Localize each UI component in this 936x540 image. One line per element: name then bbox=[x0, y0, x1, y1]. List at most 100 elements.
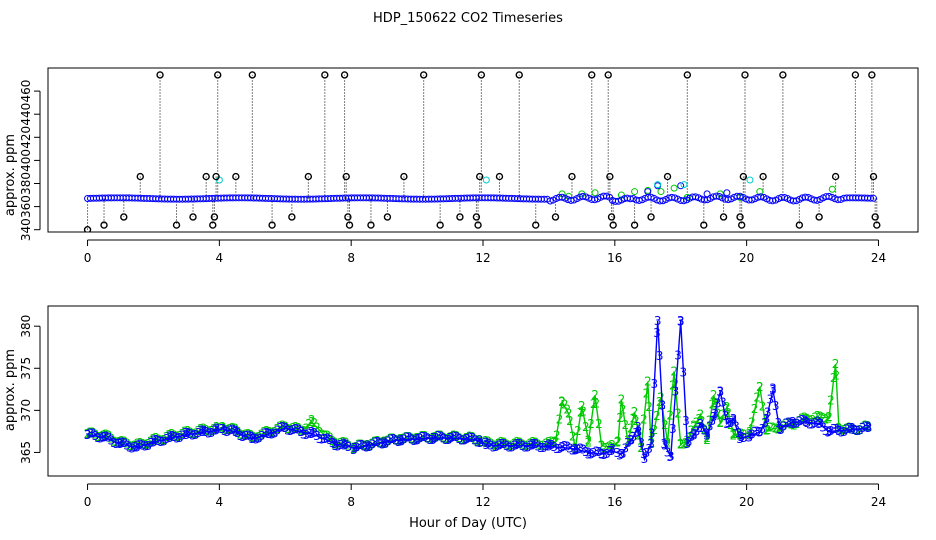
series-marker-3: 3 bbox=[371, 435, 379, 449]
series-marker-3: 3 bbox=[524, 440, 532, 454]
series-marker-2: 2 bbox=[219, 420, 227, 434]
series-marker-2: 2 bbox=[608, 440, 616, 454]
series-marker-2: 2 bbox=[637, 441, 645, 455]
series-marker-3: 3 bbox=[374, 435, 382, 449]
spike-point bbox=[759, 172, 767, 181]
series-marker-3: 3 bbox=[437, 429, 445, 443]
series-marker-2: 2 bbox=[297, 424, 305, 438]
series-marker-3: 3 bbox=[571, 442, 579, 456]
series-marker-3: 3 bbox=[814, 415, 822, 429]
series-marker-2: 2 bbox=[519, 437, 527, 451]
series-marker-3: 3 bbox=[463, 432, 471, 446]
series-marker-2: 2 bbox=[582, 420, 590, 434]
series-marker-3: 3 bbox=[226, 424, 234, 438]
series-marker-3: 3 bbox=[789, 415, 797, 429]
series-marker-2: 2 bbox=[150, 432, 158, 446]
series-marker-3: 3 bbox=[387, 432, 395, 446]
series-marker-2: 2 bbox=[585, 434, 593, 448]
spike-point bbox=[609, 221, 617, 229]
series-marker-3: 3 bbox=[426, 433, 434, 447]
series-marker-3: 3 bbox=[782, 417, 790, 431]
cyan-point bbox=[482, 176, 490, 184]
series-marker-3: 3 bbox=[748, 428, 756, 442]
blue-point bbox=[591, 196, 599, 204]
series-marker-2: 2 bbox=[136, 436, 144, 450]
spike-point bbox=[868, 71, 876, 79]
series-marker-3: 3 bbox=[672, 384, 680, 398]
series-marker-3: 3 bbox=[100, 430, 108, 444]
series-marker-2: 2 bbox=[152, 431, 160, 445]
series-marker-2: 2 bbox=[809, 413, 817, 427]
series-marker-2: 2 bbox=[789, 417, 797, 431]
series-marker-2: 2 bbox=[321, 429, 329, 443]
series-marker-3: 3 bbox=[527, 438, 535, 452]
series-marker-2: 2 bbox=[782, 417, 790, 431]
series-marker-2: 2 bbox=[732, 427, 740, 441]
series-marker-2: 2 bbox=[714, 406, 722, 420]
spike-point bbox=[606, 172, 614, 181]
spike-point bbox=[268, 221, 276, 229]
series-marker-2: 2 bbox=[232, 424, 240, 438]
series-marker-3: 3 bbox=[329, 436, 337, 450]
series-marker-2: 2 bbox=[624, 435, 632, 449]
series-marker-3: 3 bbox=[806, 418, 814, 432]
x-tick-label: 0 bbox=[84, 495, 92, 509]
green-point bbox=[631, 188, 639, 196]
series-marker-2: 2 bbox=[788, 418, 796, 432]
blue-point bbox=[813, 196, 821, 204]
series-marker-3: 3 bbox=[796, 415, 804, 429]
series-marker-3: 3 bbox=[100, 430, 108, 444]
series-marker-3: 3 bbox=[242, 429, 250, 443]
series-marker-3: 3 bbox=[117, 437, 125, 451]
series-marker-2: 2 bbox=[181, 424, 189, 438]
series-marker-2: 2 bbox=[516, 435, 524, 449]
series-marker-3: 3 bbox=[237, 429, 245, 443]
spike-point bbox=[232, 172, 240, 181]
series-marker-2: 2 bbox=[587, 417, 595, 431]
series-marker-3: 3 bbox=[711, 407, 719, 421]
spike-point bbox=[202, 172, 210, 181]
series-marker-2: 2 bbox=[566, 414, 574, 428]
blue-point bbox=[757, 193, 765, 201]
spike-point bbox=[436, 221, 444, 229]
series-marker-3: 3 bbox=[405, 431, 413, 445]
series-marker-3: 3 bbox=[258, 429, 266, 443]
series-marker-2: 2 bbox=[629, 411, 637, 425]
series-marker-3: 3 bbox=[183, 428, 191, 442]
series-marker-2: 2 bbox=[474, 434, 482, 448]
series-marker-3: 3 bbox=[89, 427, 97, 441]
series-marker-2: 2 bbox=[184, 424, 192, 438]
series-marker-2: 2 bbox=[656, 395, 664, 409]
series-marker-2: 2 bbox=[308, 415, 316, 429]
series-marker-2: 2 bbox=[218, 420, 226, 434]
series-marker-2: 2 bbox=[798, 411, 806, 425]
series-marker-2: 2 bbox=[166, 429, 174, 443]
series-marker-3: 3 bbox=[558, 440, 566, 454]
series-marker-3: 3 bbox=[548, 438, 556, 452]
series-marker-2: 2 bbox=[548, 434, 556, 448]
series-marker-3: 3 bbox=[350, 443, 358, 457]
series-marker-2: 2 bbox=[685, 431, 693, 445]
series-marker-2: 2 bbox=[640, 413, 648, 427]
series-marker-2: 2 bbox=[117, 435, 125, 449]
series-marker-2: 2 bbox=[379, 437, 387, 451]
spike-point bbox=[683, 71, 692, 79]
series-marker-3: 3 bbox=[802, 415, 810, 429]
series-marker-3: 3 bbox=[716, 384, 724, 398]
series-marker-3: 3 bbox=[476, 434, 484, 448]
x-tick-label: 8 bbox=[347, 495, 355, 509]
spike-point bbox=[477, 71, 486, 79]
series-marker-2: 2 bbox=[861, 419, 869, 433]
series-marker-2: 2 bbox=[118, 434, 126, 448]
series-marker-2: 2 bbox=[832, 368, 840, 382]
series-marker-3: 3 bbox=[474, 435, 482, 449]
series-marker-3: 3 bbox=[503, 439, 511, 453]
series-marker-3: 3 bbox=[421, 430, 429, 444]
series-marker-3: 3 bbox=[710, 410, 718, 424]
series-marker-2: 2 bbox=[100, 429, 108, 443]
series-marker-3: 3 bbox=[229, 423, 237, 437]
series-marker-2: 2 bbox=[716, 416, 724, 430]
series-marker-2: 2 bbox=[564, 403, 572, 417]
series-marker-3: 3 bbox=[97, 432, 105, 446]
series-marker-2: 2 bbox=[565, 407, 573, 421]
